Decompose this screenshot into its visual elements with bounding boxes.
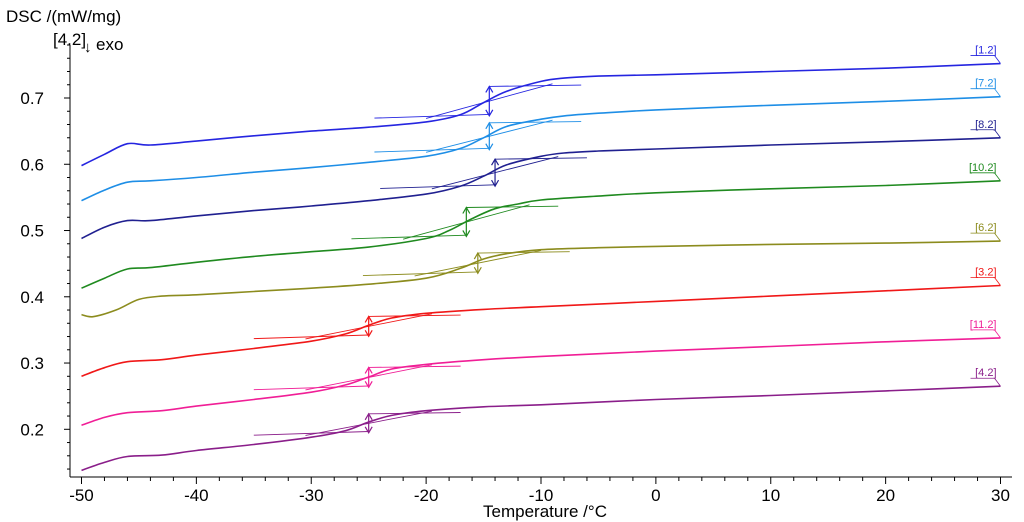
x-tick-label: -20 bbox=[414, 486, 439, 505]
upper-tangent bbox=[466, 205, 559, 208]
baseline-tangent bbox=[351, 234, 467, 240]
series-2 bbox=[81, 95, 1001, 202]
baseline-tangent bbox=[362, 271, 478, 277]
exo-label: exo bbox=[96, 35, 123, 54]
series-label-leader bbox=[994, 129, 1001, 139]
series-label-leader bbox=[994, 88, 1001, 97]
series-1 bbox=[81, 62, 1001, 167]
x-axis-title: Temperature /°C bbox=[483, 502, 607, 521]
series-line bbox=[81, 337, 1001, 427]
series-6 bbox=[81, 284, 1001, 378]
y-axis-title: DSC /(mW/mg) bbox=[6, 7, 121, 26]
exo-arrow-icon: ↓ bbox=[84, 39, 92, 56]
series-label-leader bbox=[994, 55, 1001, 64]
x-tick-label: 20 bbox=[876, 486, 895, 505]
axes: -50 -40 -30 -20 -10 0 10 20 30 0.2 0.3 0.4 0.5 0.6 0.7 bbox=[20, 44, 1012, 505]
upper-tangent bbox=[368, 365, 461, 368]
step-arrow-head-up bbox=[485, 85, 494, 93]
step-arrow-head-down bbox=[364, 381, 373, 389]
series-label: [11.2] bbox=[970, 319, 997, 331]
x-tick-label: -10 bbox=[529, 486, 554, 505]
annotation-label: [4.2] bbox=[53, 30, 86, 49]
series-line bbox=[81, 240, 1001, 318]
step-arrow-head-up bbox=[462, 206, 471, 214]
series-3 bbox=[81, 137, 1001, 240]
baseline-tangent bbox=[380, 184, 496, 189]
upper-tangent bbox=[489, 121, 582, 124]
step-arrow-head-up bbox=[364, 315, 373, 323]
series-label: [8.2] bbox=[975, 119, 996, 131]
baseline-tangent bbox=[253, 334, 369, 340]
y-tick-label: 0.2 bbox=[20, 420, 44, 439]
baseline-tangent bbox=[253, 385, 369, 391]
series-7 bbox=[81, 337, 1001, 427]
x-tick-label: -50 bbox=[69, 486, 94, 505]
baseline-tangent bbox=[374, 147, 490, 153]
baseline-tangent bbox=[253, 431, 369, 436]
x-tick-label: 10 bbox=[761, 486, 780, 505]
x-tick-label: -30 bbox=[299, 486, 324, 505]
y-tick-label: 0.5 bbox=[20, 222, 44, 241]
upper-tangent bbox=[368, 412, 461, 415]
step-arrow-head-up bbox=[485, 121, 494, 130]
x-tick-label: 0 bbox=[651, 486, 660, 505]
step-arrow-head-up bbox=[491, 157, 500, 166]
upper-tangent bbox=[489, 84, 582, 87]
x-tick-label: -40 bbox=[184, 486, 209, 505]
upper-tangent bbox=[477, 251, 570, 254]
step-arrow-head-up bbox=[364, 366, 373, 374]
series-label-leader bbox=[994, 172, 1001, 182]
series-label: [3.2] bbox=[975, 267, 996, 279]
series-label: [7.2] bbox=[975, 78, 996, 90]
y-tick-label: 0.7 bbox=[20, 89, 44, 108]
step-arrow-head-up bbox=[364, 412, 373, 421]
upper-tangent bbox=[368, 314, 461, 317]
y-tick-label: 0.4 bbox=[20, 288, 44, 307]
series-line bbox=[81, 180, 1001, 289]
series-label-leader bbox=[994, 277, 1001, 286]
y-tick-label: 0.3 bbox=[20, 354, 44, 373]
step-arrow-head-down bbox=[491, 179, 500, 188]
step-arrow-head-down bbox=[462, 230, 471, 238]
series-line bbox=[81, 137, 1001, 240]
step-arrow-head-down bbox=[485, 109, 494, 117]
step-arrow-head-down bbox=[473, 266, 482, 275]
series-line bbox=[81, 284, 1001, 378]
upper-tangent bbox=[495, 157, 587, 160]
series-label: [4.2] bbox=[975, 367, 996, 379]
x-tick-label: 30 bbox=[991, 486, 1010, 505]
series-line bbox=[81, 62, 1001, 167]
series-line bbox=[81, 95, 1001, 202]
series-label-leader bbox=[994, 377, 1001, 387]
y-tick-label: 0.6 bbox=[20, 155, 44, 174]
step-arrow-head-down bbox=[364, 426, 373, 435]
series-label: [10.2] bbox=[969, 162, 997, 174]
series-label: [1.2] bbox=[975, 45, 996, 57]
series-label: [6.2] bbox=[975, 222, 996, 234]
series-layer bbox=[81, 62, 1001, 472]
step-arrow-head-down bbox=[485, 143, 494, 151]
series-label-leader bbox=[994, 329, 1001, 339]
step-arrow-head-down bbox=[364, 330, 373, 338]
series-label-leader bbox=[994, 232, 1001, 242]
step-arrow-head-up bbox=[473, 251, 482, 260]
series-5 bbox=[81, 240, 1001, 318]
series-line bbox=[81, 385, 1001, 472]
labels-layer: [1.2] [7.2] [8.2] [10.2] [6.2] [3.2] [11.2] [4.… bbox=[969, 45, 1001, 387]
baseline-tangent bbox=[374, 114, 490, 119]
series-8 bbox=[81, 385, 1001, 472]
series-4 bbox=[81, 180, 1001, 289]
